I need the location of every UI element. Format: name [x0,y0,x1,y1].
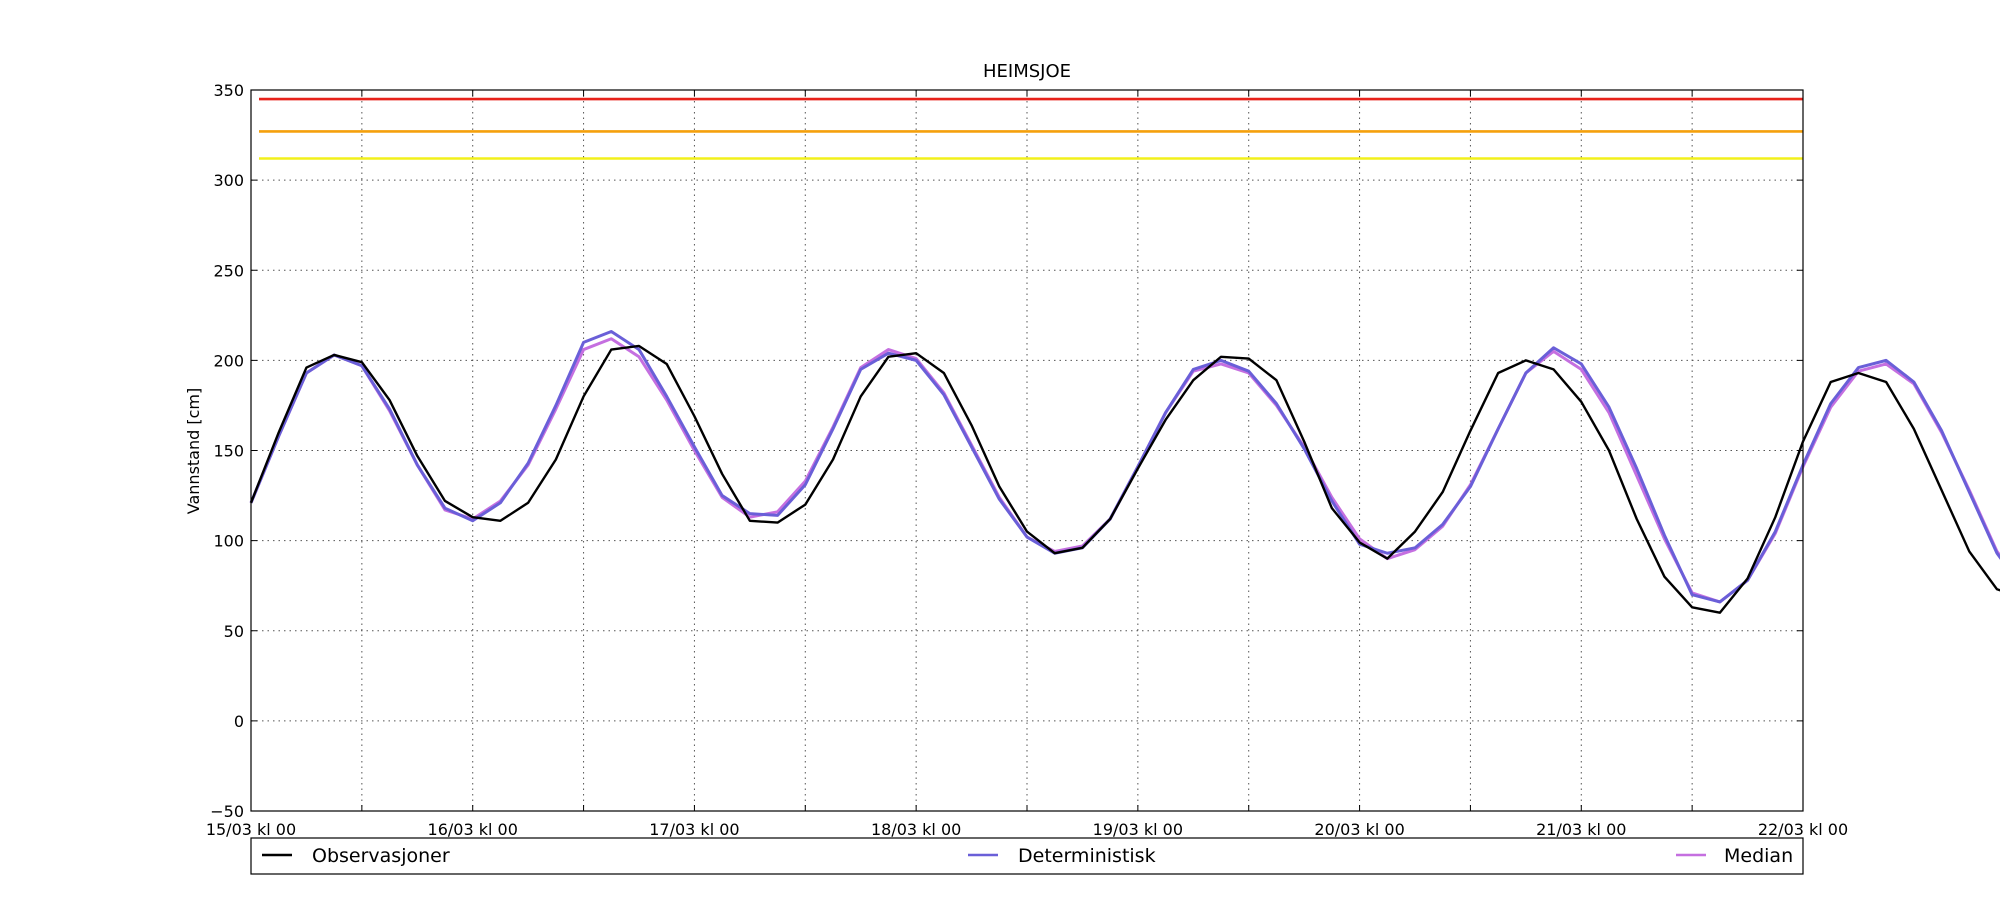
legend-frame [250,837,1804,875]
y-axis-ticks: −50 0 50 100 150 200 250 300 350 [210,81,1803,821]
x-tick-label: 17/03 kl 00 [649,820,739,839]
y-tick-label: 250 [213,261,244,280]
series-line-observasjoner [249,344,2000,614]
legend-label-observasjoner: Observasjoner [312,845,450,867]
x-tick-label: 20/03 kl 00 [1314,820,1404,839]
y-tick-label: 300 [213,171,244,190]
legend-label-deterministisk: Deterministisk [1018,845,1156,867]
legend-label-median: Median [1724,845,1793,867]
x-tick-label: 18/03 kl 00 [871,820,961,839]
y-tick-label: 100 [213,532,244,551]
series-lines [249,330,2000,614]
y-tick-label: 150 [213,442,244,461]
x-tick-label: 16/03 kl 00 [428,820,518,839]
legend: Observasjoner Deterministisk Median [250,837,1804,875]
x-tick-label: 22/03 kl 00 [1758,820,1848,839]
y-tick-label: 50 [224,622,244,641]
x-tick-label: 19/03 kl 00 [1093,820,1183,839]
y-tick-label: 350 [213,81,244,100]
x-tick-label: 21/03 kl 00 [1536,820,1626,839]
grid [251,90,1803,811]
y-tick-label: 200 [213,351,244,370]
y-axis-label: Vannstand [cm] [184,388,203,514]
chart-title: HEIMSJOE [983,61,1071,82]
series-line-deterministisk [249,330,2000,604]
series-line-median [249,337,2000,604]
threshold-lines [259,97,1803,160]
y-tick-label: −50 [210,802,244,821]
y-tick-label: 0 [234,712,244,731]
x-tick-label: 15/03 kl 00 [206,820,296,839]
x-axis-ticks: 15/03 kl 00 16/03 kl 00 17/03 kl 00 18/03 k… [206,90,1848,839]
